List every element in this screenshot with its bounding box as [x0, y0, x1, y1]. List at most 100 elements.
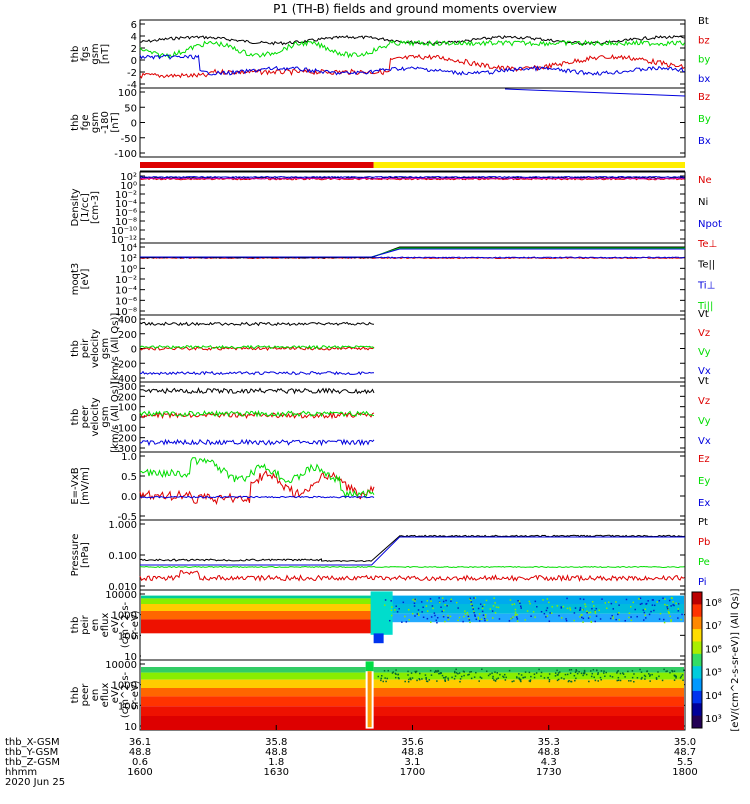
spectrogram-pixel [661, 679, 664, 682]
spectrogram-pixel [663, 618, 665, 621]
x-row-label: 2020 Jun 25 [5, 777, 65, 788]
spectrogram-pixel [582, 672, 585, 674]
spectrogram-pixel [380, 675, 383, 677]
colorbar-segment [692, 678, 702, 692]
y-tick-label: 50 [124, 103, 137, 114]
spectrogram-pixel [438, 597, 440, 599]
y-axis-label: thb [70, 409, 81, 426]
spectrogram-pixel [629, 606, 632, 608]
spectrogram-pixel [519, 678, 522, 681]
spectrogram-pixel [643, 674, 646, 677]
spectrogram-pixel [485, 670, 488, 673]
spectrogram-pixel [645, 617, 647, 619]
spectrogram-pixel [473, 610, 475, 613]
colorbar-segment [692, 629, 702, 642]
spectrogram-pixel [457, 607, 459, 609]
x-tick-label: 1700 [400, 767, 425, 778]
spectrogram-pixel [532, 611, 535, 613]
spectrogram-pixel [435, 619, 438, 622]
series-Vz [139, 411, 375, 420]
spectrogram-pixel [410, 672, 413, 674]
spectrogram-pixel [641, 602, 643, 605]
series-Npot [139, 175, 685, 179]
y-tick-label: -100 [114, 423, 137, 434]
spectrogram-pixel [543, 612, 546, 615]
spectrogram-pixel [584, 605, 587, 608]
spectrogram-pixel [628, 616, 630, 619]
spectrogram-pixel [625, 598, 628, 601]
x-row-label: thb_Z-GSM [5, 757, 60, 768]
spectrogram-pixel [534, 616, 536, 618]
y-tick-label: 10⁻⁶ [115, 208, 137, 219]
y-tick-label: 1000 [112, 681, 137, 692]
spectrogram-pixel [636, 615, 638, 618]
spectrogram-pixel [413, 605, 416, 607]
y-axis-label: [mV/m] [80, 467, 91, 505]
y-tick-label: 10⁰ [120, 264, 137, 275]
spectrogram-pixel [600, 678, 602, 681]
spectrogram-pixel [640, 671, 643, 673]
series-Ex [139, 495, 375, 499]
spectrogram-pixel [418, 614, 420, 617]
spectrogram-pixel [414, 670, 416, 673]
spectrogram-pixel [418, 678, 421, 681]
spectrogram-pixel [407, 680, 410, 683]
spectrogram-pixel [514, 611, 517, 614]
spectrogram-pixel [493, 597, 495, 599]
spectrogram-pixel [618, 612, 620, 614]
spectrogram-pixel [622, 672, 624, 674]
spectrogram-pixel [450, 598, 453, 601]
panel-frame [139, 242, 686, 316]
spectrogram-pixel [394, 676, 397, 679]
spectrogram-pixel [418, 677, 420, 680]
y-tick-label: 100 [118, 403, 137, 414]
spectrogram-pixel [573, 612, 576, 614]
spectrogram-pixel [639, 603, 642, 606]
spectrogram-pixel [494, 602, 496, 604]
spectrogram-pixel [582, 621, 584, 623]
spectrogram-pixel [470, 599, 472, 602]
spectrogram-pixel [407, 674, 409, 676]
spectrogram-pixel [669, 615, 671, 618]
spectrogram-pixel [449, 615, 452, 618]
y-axis-label: gsm [100, 406, 111, 427]
spectrogram-pixel [569, 672, 572, 675]
colorbar-tick-label: 10⁵ [705, 668, 722, 679]
panel-frame [139, 451, 686, 521]
y-tick-label: 0.0 [121, 492, 137, 503]
spectrogram-pixel [645, 603, 647, 605]
y-tick-label: -100 [114, 149, 137, 160]
spectrogram-pixel [616, 670, 619, 673]
spectrogram-pixel [426, 617, 429, 620]
spectrogram-pixel [633, 680, 635, 683]
spectrogram-pixel [407, 608, 410, 611]
mode-bar-slow [140, 162, 374, 168]
spectrogram-burst [370, 591, 393, 635]
spectrogram-pixel [422, 616, 425, 619]
spectrogram-pixel [383, 604, 386, 606]
y-tick-label: 10⁻² [115, 190, 137, 201]
spectrogram-pixel [474, 615, 476, 617]
spectrogram-pixel [611, 676, 614, 678]
spectrogram-pixel [538, 668, 540, 671]
y-tick-label: 300 [118, 382, 137, 393]
spectrogram-pixel [524, 619, 526, 621]
spectrogram-pixel [619, 672, 622, 675]
spectrogram-band [141, 619, 381, 634]
y-axis-label: en [90, 619, 101, 632]
legend-Vy: Vy [698, 416, 711, 427]
spectrogram-pixel [670, 605, 672, 607]
y-tick-label: 10⁻² [115, 275, 137, 286]
spectrogram-pixel [658, 618, 661, 620]
spectrogram-pixel [505, 676, 507, 679]
legend-Bx: Bx [698, 136, 711, 147]
spectrogram-pixel [457, 619, 459, 622]
spectrogram-pixel [650, 610, 652, 613]
y-axis-label: -180 [100, 111, 111, 134]
series-Ez [139, 469, 375, 506]
spectrogram-pixel [610, 602, 613, 605]
y-tick-label: 1000 [112, 611, 137, 622]
colorbar-label: [eV/(cm^2-s-sr-eV)] (All Qs)] [730, 588, 741, 731]
spectrogram-band [381, 595, 684, 604]
x-tick-label: 48.8 [401, 747, 423, 758]
